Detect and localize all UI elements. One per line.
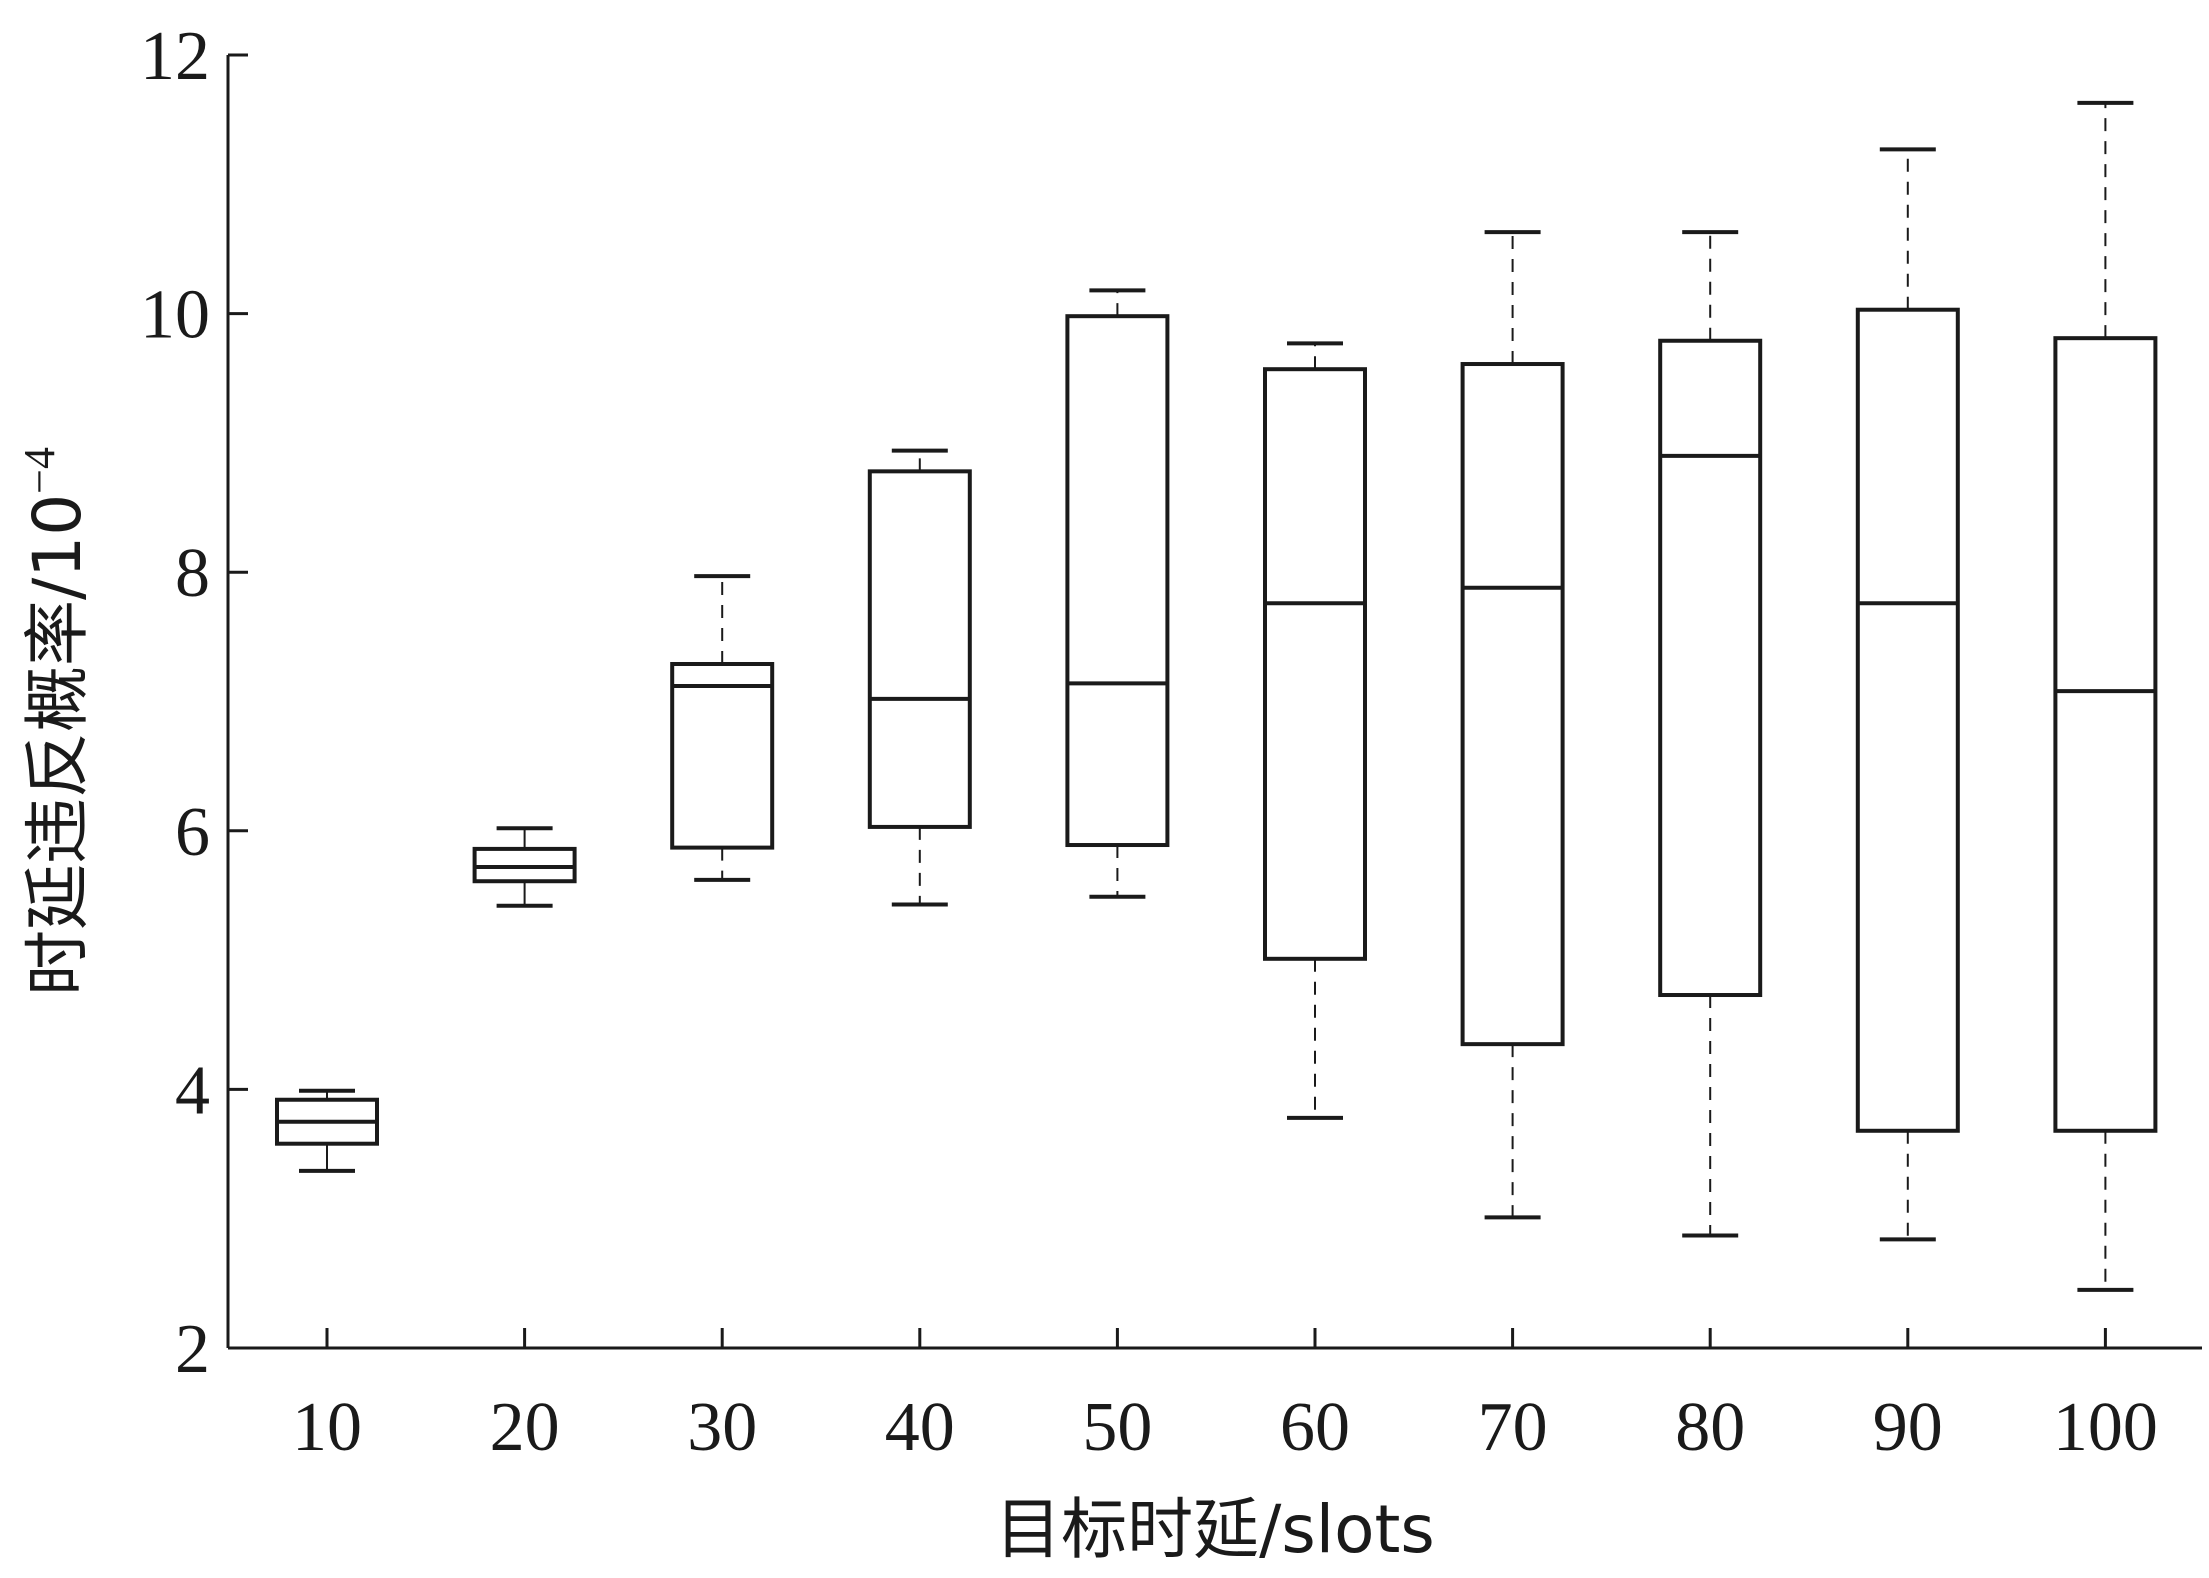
y-tick-label: 8	[175, 535, 210, 612]
y-tick-label: 2	[175, 1311, 210, 1388]
box-50	[1065, 288, 1170, 899]
y-axis-title-main: 时延违反概率/10	[19, 494, 96, 996]
y-axis-title-exponent: −4	[15, 447, 64, 494]
boxes-layer	[275, 100, 2158, 1292]
box-60	[1263, 341, 1367, 1120]
box-iqr	[1855, 307, 1960, 1133]
box-iqr	[670, 662, 775, 850]
box-iqr	[1460, 362, 1565, 1047]
x-tick-label: 90	[1873, 1389, 1943, 1466]
x-tick-label: 30	[687, 1389, 757, 1466]
box-100	[2053, 100, 2158, 1292]
x-tick-label: 80	[1675, 1389, 1745, 1466]
x-tick-label: 60	[1280, 1389, 1350, 1466]
box-40	[867, 448, 972, 907]
x-tick-label: 50	[1082, 1389, 1152, 1466]
box-iqr	[1065, 314, 1170, 848]
x-tick-label: 40	[885, 1389, 955, 1466]
x-axis-title: 目标时延/slots	[995, 1491, 1435, 1568]
x-axis-ticks: 10 20 30 40 50 60 70 80 90 100	[292, 1328, 2158, 1466]
box-90	[1855, 147, 1960, 1242]
box-iqr	[867, 469, 972, 829]
box-iqr	[1263, 367, 1367, 961]
y-axis-title: 时延违反概率/10−4	[15, 447, 96, 996]
y-axis-ticks: 2 4 6 8 10 12	[140, 18, 248, 1388]
x-tick-label: 10	[292, 1389, 362, 1466]
box-iqr	[2053, 336, 2158, 1133]
box-iqr	[1658, 338, 1763, 998]
box-10	[275, 1088, 379, 1173]
box-70	[1460, 230, 1565, 1220]
x-tick-label: 70	[1478, 1389, 1548, 1466]
x-tick-label: 20	[490, 1389, 560, 1466]
x-tick-label: 100	[2053, 1389, 2158, 1466]
box-20	[472, 826, 577, 908]
y-tick-label: 10	[140, 277, 210, 354]
y-tick-label: 12	[140, 18, 210, 95]
y-tick-label: 6	[175, 794, 210, 871]
box-80	[1658, 230, 1763, 1238]
y-tick-label: 4	[175, 1052, 210, 1129]
box-30	[670, 574, 775, 882]
